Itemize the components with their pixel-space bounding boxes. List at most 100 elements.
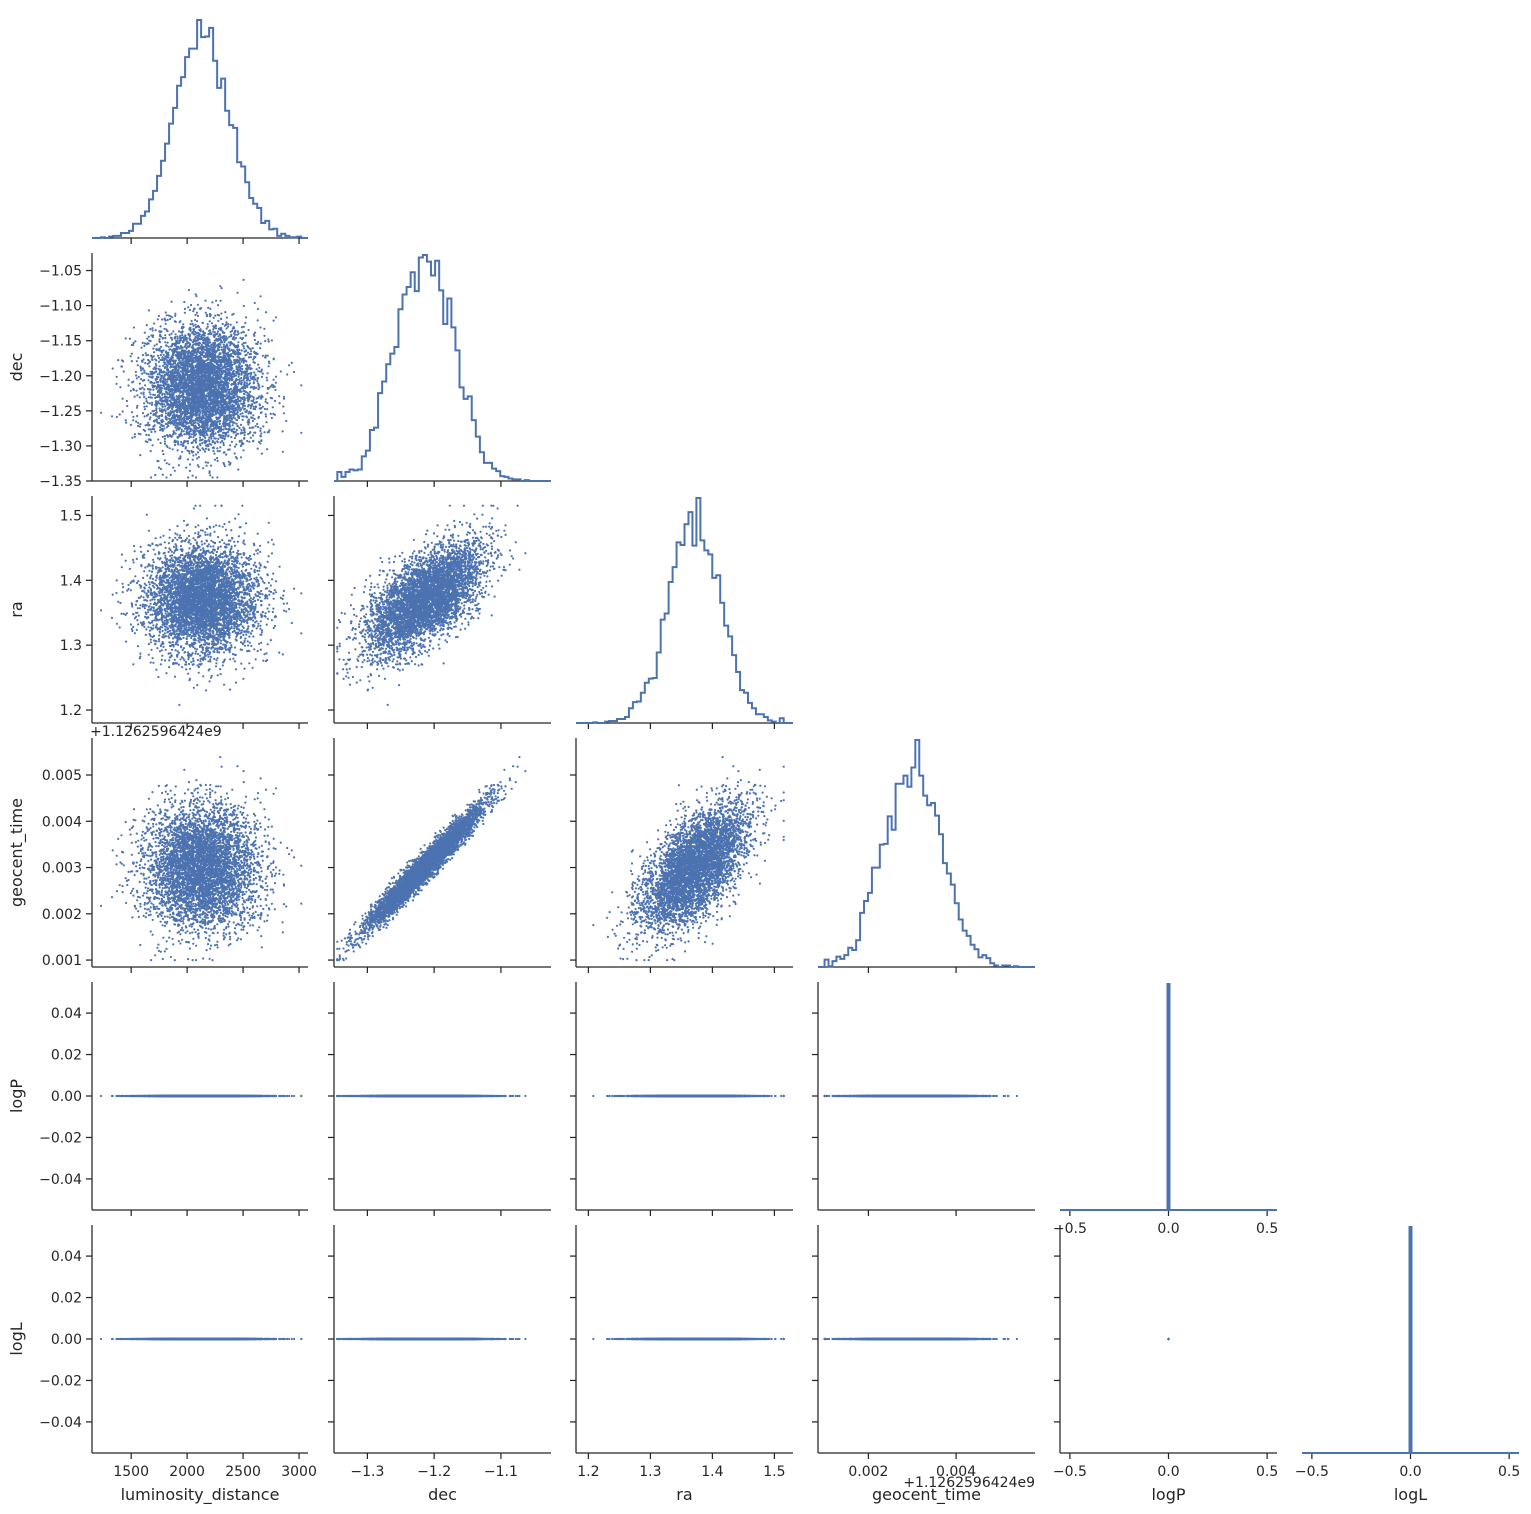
scatter-point bbox=[139, 396, 141, 398]
scatter-point bbox=[219, 334, 221, 336]
scatter-point bbox=[230, 331, 232, 333]
scatter-point bbox=[248, 422, 250, 424]
scatter-point bbox=[243, 362, 245, 364]
scatter-point bbox=[184, 312, 186, 314]
scatter-point bbox=[237, 433, 239, 435]
scatter-point bbox=[166, 366, 168, 368]
scatter-point bbox=[182, 364, 184, 366]
scatter-point bbox=[235, 337, 237, 339]
scatter-point bbox=[244, 322, 246, 324]
scatter-point bbox=[231, 393, 233, 395]
scatter-point bbox=[160, 391, 162, 393]
scatter-point bbox=[218, 417, 220, 419]
scatter-point bbox=[268, 361, 270, 363]
scatter-point bbox=[245, 391, 247, 393]
y-tick-label: −1.35 bbox=[39, 474, 82, 490]
scatter-point bbox=[162, 428, 164, 430]
scatter-point bbox=[260, 432, 262, 434]
scatter-point bbox=[202, 381, 204, 383]
scatter-point bbox=[139, 454, 141, 456]
scatter-point bbox=[190, 323, 192, 325]
scatter-point bbox=[164, 341, 166, 343]
scatter-point bbox=[222, 442, 224, 444]
scatter-point bbox=[149, 361, 151, 363]
scatter-point bbox=[283, 398, 285, 400]
scatter-point bbox=[192, 347, 194, 349]
scatter-point bbox=[239, 413, 241, 415]
scatter-point bbox=[187, 440, 189, 442]
scatter-point bbox=[242, 443, 244, 445]
scatter-point bbox=[226, 372, 228, 374]
scatter-point bbox=[135, 374, 137, 376]
scatter-point bbox=[242, 419, 244, 421]
scatter-point bbox=[152, 386, 154, 388]
scatter-point bbox=[169, 318, 171, 320]
scatter-point bbox=[179, 406, 181, 408]
scatter-point bbox=[147, 363, 149, 365]
scatter-point bbox=[167, 342, 169, 344]
scatter-point bbox=[182, 406, 184, 408]
scatter-point bbox=[231, 429, 233, 431]
scatter-point bbox=[210, 365, 212, 367]
scatter-point bbox=[134, 340, 136, 342]
scatter-point bbox=[215, 327, 217, 329]
scatter-point bbox=[221, 336, 223, 338]
scatter-point bbox=[200, 403, 202, 405]
scatter-point bbox=[204, 383, 206, 385]
scatter-point bbox=[163, 328, 165, 330]
scatter-point bbox=[283, 412, 285, 414]
scatter-point bbox=[224, 311, 226, 313]
scatter-point bbox=[187, 383, 189, 385]
scatter-point bbox=[267, 372, 269, 374]
scatter-point bbox=[179, 321, 181, 323]
scatter-point bbox=[136, 415, 138, 417]
scatter-point bbox=[246, 440, 248, 442]
scatter-point bbox=[181, 430, 183, 432]
y-tick-label: −1.20 bbox=[39, 369, 82, 385]
scatter-point bbox=[246, 416, 248, 418]
scatter-point bbox=[293, 371, 295, 373]
scatter-point bbox=[171, 435, 173, 437]
scatter-point bbox=[160, 346, 162, 348]
scatter-point bbox=[194, 391, 196, 393]
scatter-point bbox=[148, 365, 150, 367]
scatter-point bbox=[214, 424, 216, 426]
scatter-point bbox=[187, 306, 189, 308]
scatter-point bbox=[239, 396, 241, 398]
scatter-point bbox=[279, 402, 281, 404]
scatter-point bbox=[275, 382, 277, 384]
scatter-point bbox=[172, 406, 174, 408]
scatter-point bbox=[202, 342, 204, 344]
scatter-point bbox=[259, 407, 261, 409]
scatter-point bbox=[188, 397, 190, 399]
scatter-point bbox=[212, 447, 214, 449]
scatter-point bbox=[199, 419, 201, 421]
scatter-point bbox=[235, 435, 237, 437]
scatter-point bbox=[184, 360, 186, 362]
scatter-point bbox=[237, 405, 239, 407]
scatter-point bbox=[209, 308, 211, 310]
scatter-point bbox=[178, 372, 180, 374]
scatter-point bbox=[178, 379, 180, 381]
scatter-point bbox=[252, 361, 254, 363]
scatter-point bbox=[195, 393, 197, 395]
scatter-point bbox=[204, 411, 206, 413]
scatter-point bbox=[146, 373, 148, 375]
scatter-point bbox=[161, 350, 163, 352]
scatter-point bbox=[228, 341, 230, 343]
scatter-point bbox=[223, 344, 225, 346]
scatter-point bbox=[204, 335, 206, 337]
scatter-point bbox=[191, 363, 193, 365]
scatter-point bbox=[275, 316, 277, 318]
scatter-point bbox=[185, 467, 187, 469]
scatter-point bbox=[198, 456, 200, 458]
scatter-point bbox=[162, 356, 164, 358]
scatter-point bbox=[177, 351, 179, 353]
scatter-point bbox=[211, 301, 213, 303]
scatter-point bbox=[170, 375, 172, 377]
scatter-point bbox=[182, 425, 184, 427]
scatter-point bbox=[223, 415, 225, 417]
scatter-point bbox=[212, 410, 214, 412]
scatter-point bbox=[229, 403, 231, 405]
